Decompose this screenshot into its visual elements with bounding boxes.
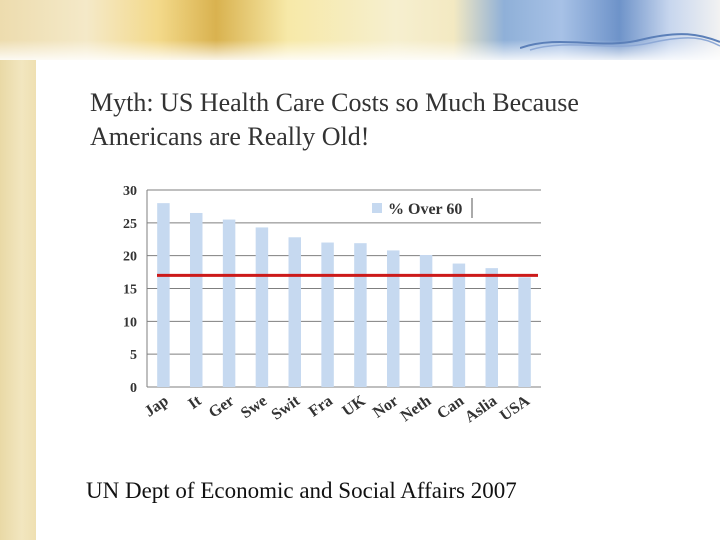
slide-title-line-2: Americans are Really Old! [90,122,370,151]
x-tick-label: Swit [269,392,304,424]
x-tick-label: Neth [398,392,435,425]
x-tick-label: It [185,392,205,413]
y-tick-label: 0 [130,381,137,396]
bar [157,203,170,387]
bar [190,212,203,387]
y-tick-label: 10 [123,315,137,330]
y-tick-label: 30 [123,184,137,199]
bar [387,250,400,387]
x-tick-label: Ger [206,392,238,421]
slide-title-line-1: Myth: US Health Care Costs so Much Becau… [90,88,579,117]
y-tick-label: 5 [130,348,137,363]
bar [255,227,269,387]
swirl-ornament-icon [520,33,720,51]
background-left-strip [0,0,36,540]
bar [485,268,498,387]
slide-content-panel [36,60,720,540]
legend-swatch [372,203,382,213]
x-tick-label: Aslia [462,392,500,426]
x-tick-label: Swe [238,392,270,422]
bar [354,243,367,387]
bar [518,277,531,387]
source-caption: UN Dept of Economic and Social Affairs 2… [86,478,517,503]
bar [288,237,301,387]
x-tick-label: Nor [370,392,402,421]
x-tick-label: UK [339,392,369,420]
x-tick-label: Jap [142,392,172,420]
legend-label: % Over 60 [388,201,462,218]
bar [452,263,466,387]
banner-fade [0,40,720,60]
x-tick-label: USA [497,392,533,425]
slide-title: Myth: US Health Care Costs so Much Becau… [90,86,670,154]
bar [321,242,334,387]
y-tick-label: 20 [123,250,137,265]
bar [222,219,236,387]
y-tick-label: 25 [123,217,137,232]
bar [419,255,433,387]
x-tick-label: Can [434,392,467,422]
x-tick-label: Fra [306,392,336,420]
y-tick-label: 15 [123,283,137,298]
